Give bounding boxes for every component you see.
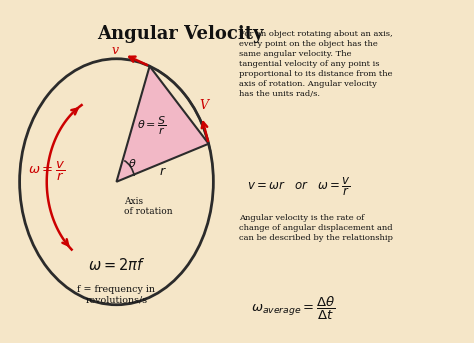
Text: $\omega = \dfrac{v}{r}$: $\omega = \dfrac{v}{r}$ (28, 160, 65, 184)
Text: $v = \omega r$   $or$   $\omega = \dfrac{v}{r}$: $v = \omega r$ $or$ $\omega = \dfrac{v}{… (247, 176, 351, 198)
Text: $r$: $r$ (159, 165, 166, 178)
Text: f = frequency in
revolutions/s: f = frequency in revolutions/s (77, 285, 155, 305)
Text: For an object rotating about an axis,
every point on the object has the
same ang: For an object rotating about an axis, ev… (239, 30, 393, 98)
Text: Axis
of rotation: Axis of rotation (125, 197, 173, 216)
Text: $\omega_{average} = \dfrac{\Delta\theta}{\Delta t}$: $\omega_{average} = \dfrac{\Delta\theta}… (251, 295, 336, 322)
Polygon shape (117, 66, 209, 182)
Text: Angular velocity is the rate of
change of angular displacement and
can be descri: Angular velocity is the rate of change o… (239, 214, 393, 243)
Text: $\theta$: $\theta$ (128, 157, 136, 169)
Text: Angular Velocity: Angular Velocity (97, 25, 264, 43)
Text: $\theta = \dfrac{S}{r}$: $\theta = \dfrac{S}{r}$ (137, 115, 166, 137)
Text: $\omega = 2\pi f$: $\omega = 2\pi f$ (88, 257, 145, 273)
Text: v: v (112, 44, 119, 57)
Text: V: V (199, 99, 208, 112)
